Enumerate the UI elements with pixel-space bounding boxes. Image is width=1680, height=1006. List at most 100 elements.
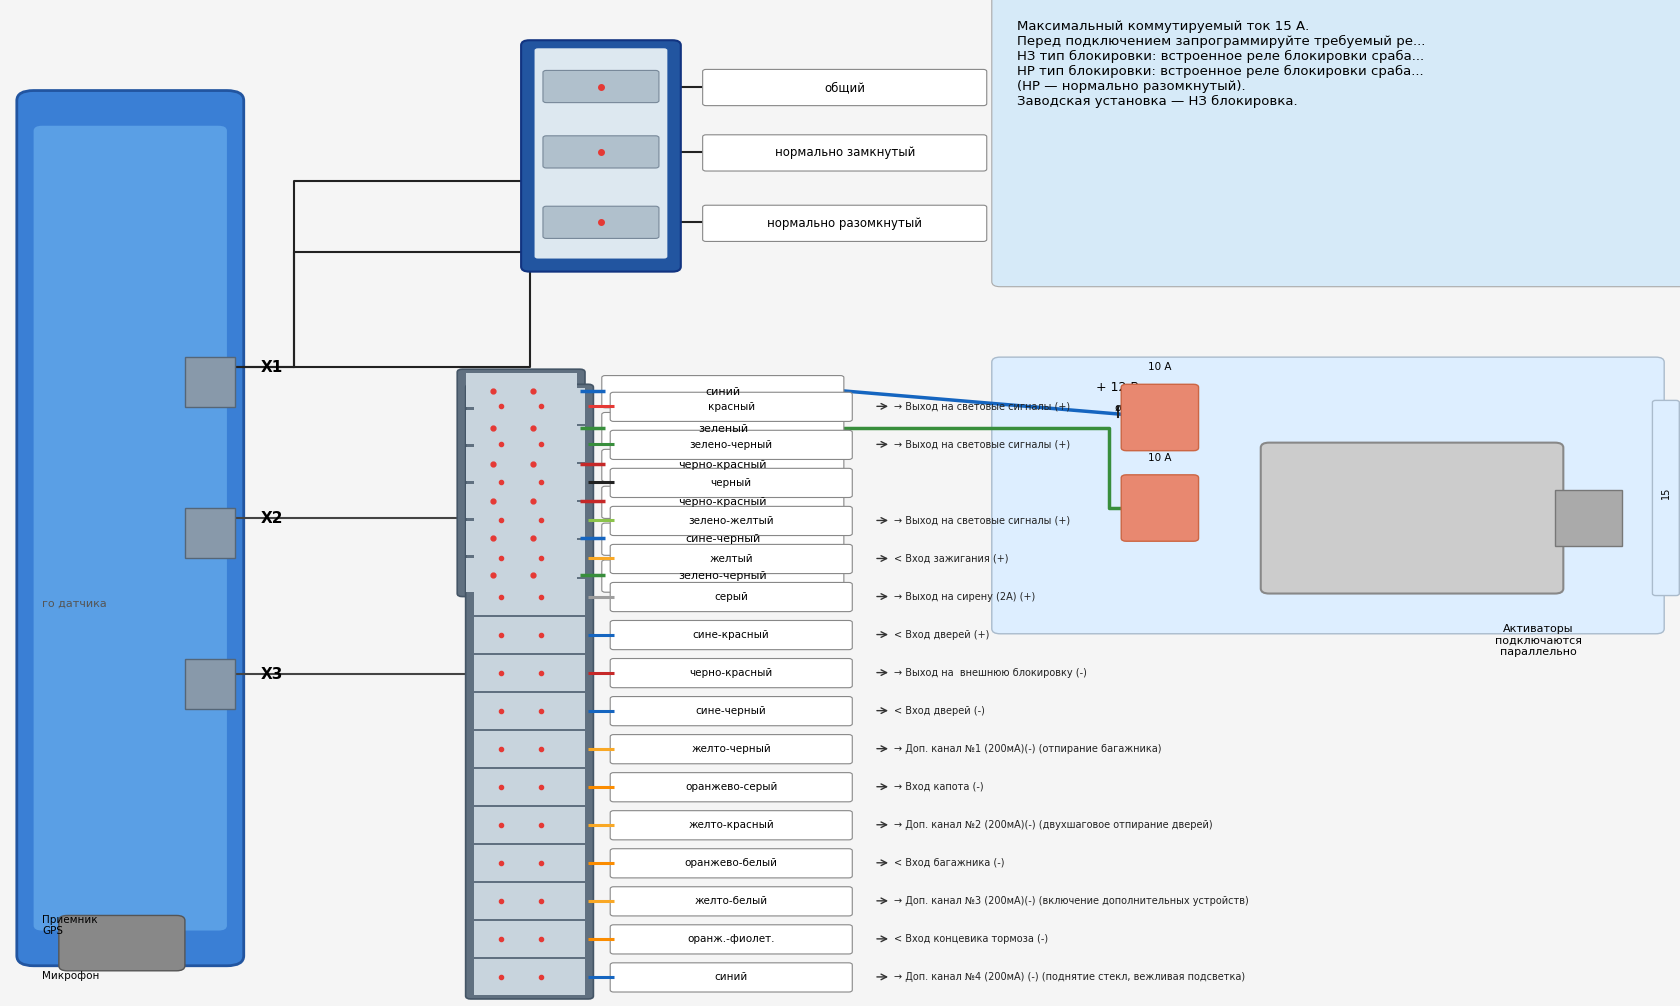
FancyBboxPatch shape [610,506,852,535]
Text: желто-белый: желто-белый [694,896,768,906]
Text: сине-черный: сине-черный [685,534,759,544]
FancyBboxPatch shape [610,886,852,915]
Text: зеленый: зеленый [697,424,748,434]
Bar [474,959,585,995]
Text: зелено-черный: зелено-черный [689,440,773,450]
Bar [474,845,585,881]
FancyBboxPatch shape [543,136,659,168]
Text: + 12 В: + 12 В [1095,381,1139,393]
Bar [474,883,585,918]
Text: Активаторы
подключаются
параллельно: Активаторы подключаются параллельно [1494,624,1581,657]
Text: X2: X2 [260,511,282,525]
Text: 10 А: 10 А [1147,362,1171,372]
Text: → Доп. канал №4 (200мА) (-) (поднятие стекл, вежливая подсветка): → Доп. канал №4 (200мА) (-) (поднятие ст… [894,972,1245,982]
FancyBboxPatch shape [1121,384,1198,451]
Text: нормально замкнутый: нормально замкнутый [774,147,914,159]
Bar [474,807,585,843]
Text: зелено-желтый: зелено-желтый [689,516,773,526]
Text: < Вход дверей (+): < Вход дверей (+) [894,630,990,640]
Text: → Выход на световые сигналы (+): → Выход на световые сигналы (+) [894,440,1070,450]
FancyBboxPatch shape [991,0,1680,287]
Text: 10 А: 10 А [1147,453,1171,463]
Text: красный: красный [707,401,754,411]
Text: ø: ø [1114,402,1121,412]
Text: желто-красный: желто-красный [687,820,774,830]
Text: Приемник
GPS: Приемник GPS [42,914,97,937]
FancyBboxPatch shape [601,450,843,482]
FancyBboxPatch shape [610,621,852,650]
Text: го датчика: го датчика [42,599,108,609]
FancyBboxPatch shape [601,375,843,407]
Text: сине-черный: сине-черный [696,706,766,716]
Text: X3: X3 [260,667,282,681]
Text: синий: синий [706,386,739,396]
FancyBboxPatch shape [702,135,986,171]
Text: черно-красный: черно-красный [689,668,773,678]
Bar [185,659,235,709]
Text: → Выход на световые сигналы (+): → Выход на световые сигналы (+) [894,515,1070,525]
Text: → Выход на  внешнюю блокировку (-): → Выход на внешнюю блокировку (-) [894,668,1087,678]
Text: черно-красный: черно-красный [679,461,766,471]
Text: 15: 15 [1660,487,1670,499]
FancyBboxPatch shape [702,205,986,241]
FancyBboxPatch shape [1651,400,1678,596]
Text: < Вход зажигания (+): < Вход зажигания (+) [894,553,1008,563]
Text: → Выход на сирену (2А) (+): → Выход на сирену (2А) (+) [894,592,1035,602]
Text: синий: синий [714,973,748,983]
Text: < Вход дверей (-): < Вход дверей (-) [894,705,984,715]
FancyBboxPatch shape [601,523,843,555]
Bar [465,373,576,407]
Bar [465,557,576,592]
FancyBboxPatch shape [610,925,852,954]
FancyBboxPatch shape [543,206,659,238]
FancyBboxPatch shape [610,544,852,573]
Text: сине-красный: сине-красный [692,630,769,640]
Text: → Доп. канал №1 (200мА)(-) (отпирание багажника): → Доп. канал №1 (200мА)(-) (отпирание ба… [894,743,1161,753]
Text: желто-черный: желто-черный [690,744,771,754]
FancyBboxPatch shape [610,469,852,498]
FancyBboxPatch shape [34,126,227,931]
Text: → Выход на световые сигналы (+): → Выход на световые сигналы (+) [894,401,1070,411]
Text: → Вход капота (-): → Вход капота (-) [894,782,983,792]
Text: < Вход концевика тормоза (-): < Вход концевика тормоза (-) [894,934,1048,944]
Text: общий: общий [823,81,865,94]
Text: зелено-черный: зелено-черный [679,571,766,581]
Text: оранжево-серый: оранжево-серый [685,783,776,793]
Text: X1: X1 [260,360,282,374]
Text: → Доп. канал №2 (200мА)(-) (двухшаговое отпирание дверей): → Доп. канал №2 (200мА)(-) (двухшаговое … [894,820,1213,830]
FancyBboxPatch shape [610,431,852,460]
Text: < Вход багажника (-): < Вход багажника (-) [894,858,1005,868]
FancyBboxPatch shape [610,582,852,612]
FancyBboxPatch shape [465,384,593,999]
FancyBboxPatch shape [1260,443,1562,594]
Bar [474,920,585,957]
Text: нормально разомкнутый: нормально разомкнутый [766,217,922,229]
FancyBboxPatch shape [610,811,852,840]
Bar [474,540,585,576]
Text: оранж.-фиолет.: оранж.-фиолет. [687,935,774,945]
Bar [474,502,585,538]
Bar [474,655,585,690]
Bar [474,465,585,500]
FancyBboxPatch shape [610,773,852,802]
FancyBboxPatch shape [1121,475,1198,541]
Text: черно-красный: черно-красный [679,497,766,507]
FancyBboxPatch shape [610,696,852,725]
Bar [474,578,585,615]
Text: оранжево-белый: оранжево-белый [684,858,778,868]
FancyBboxPatch shape [702,69,986,106]
Text: → Доп. канал №3 (200мА)(-) (включение дополнительных устройств): → Доп. канал №3 (200мА)(-) (включение до… [894,895,1248,905]
Text: черный: черный [711,478,751,488]
FancyBboxPatch shape [610,659,852,688]
FancyBboxPatch shape [601,560,843,593]
Bar [474,388,585,425]
FancyBboxPatch shape [610,734,852,764]
Bar [474,693,585,728]
Bar [465,447,576,481]
Bar [474,730,585,767]
FancyBboxPatch shape [610,849,852,878]
Text: серый: серый [714,592,748,602]
Bar [474,617,585,653]
Bar [465,410,576,444]
FancyBboxPatch shape [991,357,1663,634]
